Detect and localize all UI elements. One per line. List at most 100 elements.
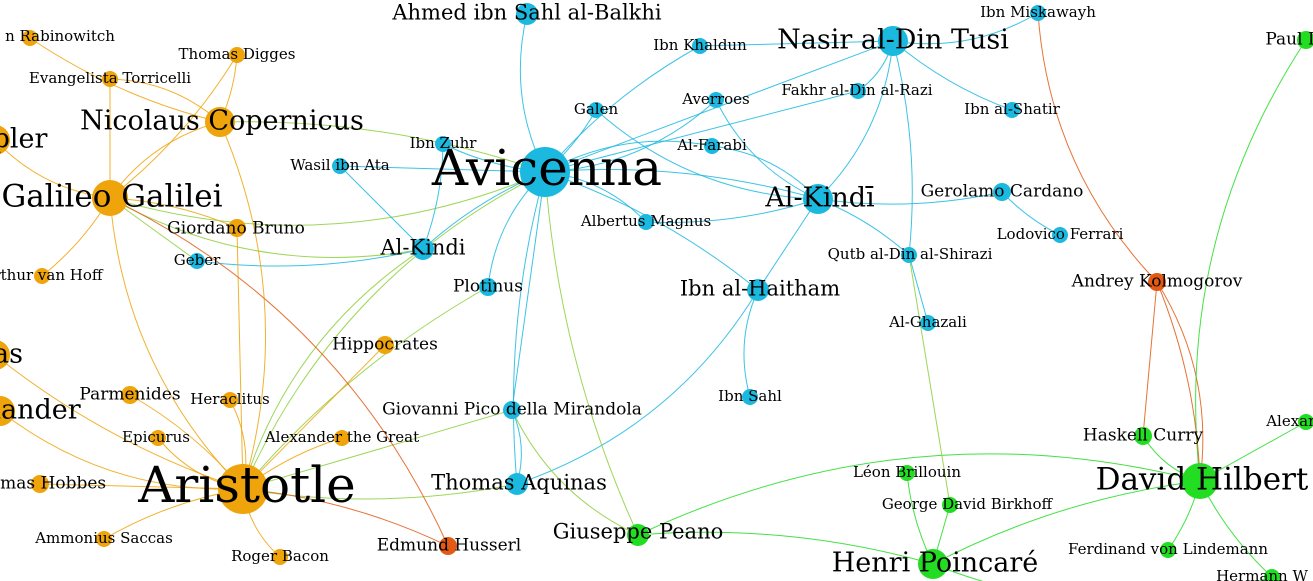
node-marker	[803, 184, 833, 214]
node-galileo[interactable]: Galileo Galilei	[1, 179, 223, 217]
node-label: Thomas Aquinas	[431, 471, 607, 495]
node-label: Ibn al-Haitham	[680, 277, 840, 301]
node-label: George David Birkhoff	[882, 495, 1054, 513]
node-ibnsahl[interactable]: Ibn Sahl	[718, 387, 782, 405]
node-geber[interactable]: Geber	[174, 251, 221, 269]
node-alkindi2[interactable]: Al-Kindī	[764, 183, 875, 215]
node-shirazi[interactable]: Qutb al-Din al-Shirazi	[828, 245, 993, 263]
node-label: Nasir al-Din Tusi	[777, 25, 1009, 56]
edge-tusi-shirazi	[892, 40, 913, 256]
node-alexander[interactable]: Alexander the Great	[264, 428, 419, 446]
node-epicurus[interactable]: Epicurus	[122, 428, 190, 446]
node-marker	[92, 180, 128, 216]
node-label: Léon Brillouin	[853, 463, 961, 481]
node-marker	[435, 136, 451, 152]
edge-galileo-aristotle	[109, 197, 244, 490]
edge-avicenna-pico	[511, 171, 546, 411]
node-ghazali[interactable]: Al-Ghazali	[888, 313, 967, 331]
node-tusi[interactable]: Nasir al-Din Tusi	[777, 25, 1009, 57]
node-label: as	[0, 339, 23, 370]
node-label: Gerolamo Cardano	[921, 182, 1084, 202]
node-alkindi[interactable]: Al-Kindi	[379, 236, 466, 261]
node-anaximander[interactable]: mander	[0, 395, 81, 427]
node-brillouin[interactable]: Léon Brillouin	[853, 463, 961, 481]
node-kolmogorov[interactable]: Andrey Kolmogorov	[1071, 272, 1243, 292]
node-label: omas Hobbes	[0, 474, 106, 494]
node-pico[interactable]: Giovanni Pico della Mirandola	[382, 400, 642, 420]
node-haitham[interactable]: Ibn al-Haitham	[680, 277, 840, 302]
node-aristotle[interactable]: Aristotle	[137, 456, 356, 514]
node-as[interactable]: as	[0, 339, 23, 371]
node-aquinas[interactable]: Thomas Aquinas	[431, 471, 607, 496]
node-hilbert[interactable]: David Hilbert	[1096, 462, 1309, 500]
node-cardano[interactable]: Gerolamo Cardano	[921, 182, 1084, 202]
node-label: pler	[0, 124, 47, 155]
node-curry[interactable]: Haskell Curry	[1083, 426, 1204, 446]
node-label: Ibn Sahl	[718, 387, 782, 405]
node-label: David Hilbert	[1096, 462, 1309, 498]
node-lindemann[interactable]: Ferdinand von Lindemann	[1068, 540, 1268, 558]
node-parmenides[interactable]: Parmenides	[79, 385, 180, 405]
node-marker	[993, 183, 1011, 201]
node-copernicus[interactable]: Nicolaus Copernicus	[80, 106, 364, 138]
edge-alkindi-geber	[196, 248, 424, 267]
node-paul[interactable]: Paul I	[1265, 30, 1313, 50]
node-label: Hippocrates	[332, 335, 438, 355]
node-avicenna[interactable]: Avicenna	[431, 139, 662, 197]
node-kepler[interactable]: pler	[0, 124, 47, 156]
edge-alkindi2-cardano	[817, 191, 1003, 205]
node-digges[interactable]: Thomas Digges	[179, 45, 296, 63]
node-farabi[interactable]: Al-Farabi	[676, 136, 747, 154]
edge-kolmogorov-hilbert	[1156, 281, 1201, 482]
node-label: Heraclitus	[190, 390, 269, 408]
node-marker	[0, 340, 10, 370]
node-bacon[interactable]: Roger Bacon	[231, 547, 329, 565]
node-husserl[interactable]: Edmund Husserl	[377, 536, 521, 556]
node-balkhi[interactable]: Ahmed ibn Sahl al-Balkhi	[391, 1, 662, 26]
node-saccas[interactable]: Ammonius Saccas	[34, 529, 173, 547]
edge-alkindi-wasil	[339, 165, 424, 250]
node-marker	[229, 47, 245, 63]
node-averroes[interactable]: Averroes	[681, 90, 750, 108]
node-ferrari[interactable]: Lodovico Ferrari	[997, 225, 1124, 243]
node-marker	[205, 107, 235, 137]
node-wasil[interactable]: Wasil ibn Ata	[290, 156, 390, 174]
edge-husserl-aristotle	[242, 488, 449, 547]
node-marker	[708, 92, 724, 108]
node-birkhoff[interactable]: George David Birkhoff	[882, 495, 1054, 513]
node-torricelli[interactable]: Evangelista Torricelli	[29, 69, 191, 87]
node-hermann[interactable]: Hermann W	[1216, 567, 1308, 581]
node-label: Ammonius Saccas	[34, 529, 173, 547]
node-galen[interactable]: Galen	[574, 100, 619, 118]
node-hippocrates[interactable]: Hippocrates	[332, 335, 438, 355]
node-heraclitus[interactable]: Heraclitus	[190, 390, 270, 408]
edge-tusi-khaldun	[699, 40, 894, 47]
edge-kolmogorov-miskawayh	[1037, 12, 1158, 283]
node-label: Galen	[574, 100, 619, 118]
node-khaldun[interactable]: Ibn Khaldun	[653, 36, 747, 54]
node-marker	[1297, 31, 1313, 49]
node-vanhoff[interactable]: rthur van Hoff	[0, 266, 104, 284]
node-alexan[interactable]: Alexan	[1265, 412, 1313, 430]
node-albertus[interactable]: Albertus Magnus	[580, 212, 711, 230]
node-marker	[704, 138, 720, 154]
node-rabinowitch[interactable]: n Rabinowitch	[5, 27, 115, 46]
node-hobbes[interactable]: omas Hobbes	[0, 474, 106, 494]
node-marker	[222, 392, 238, 408]
node-label: Evangelista Torricelli	[29, 69, 191, 87]
node-razi[interactable]: Fakhr al-Din al-Razi	[781, 81, 933, 99]
node-zuhr[interactable]: Ibn Zuhr	[410, 134, 478, 152]
node-marker	[1182, 463, 1218, 499]
node-shatir[interactable]: Ibn al-Shatir	[964, 100, 1061, 118]
node-bruno[interactable]: Giordano Bruno	[167, 219, 305, 239]
node-label: Edmund Husserl	[377, 536, 521, 556]
edge-haitham-aquinas	[516, 289, 759, 485]
node-poincare[interactable]: Henri Poincaré	[832, 548, 1039, 580]
node-label: Andrey Kolmogorov	[1071, 272, 1243, 292]
node-peano[interactable]: Giuseppe Peano	[553, 520, 724, 547]
node-miskawayh[interactable]: Ibn Miskawayh	[980, 3, 1096, 21]
node-plotinus[interactable]: Plotinus	[453, 277, 523, 297]
node-label: Ferdinand von Lindemann	[1068, 540, 1268, 558]
